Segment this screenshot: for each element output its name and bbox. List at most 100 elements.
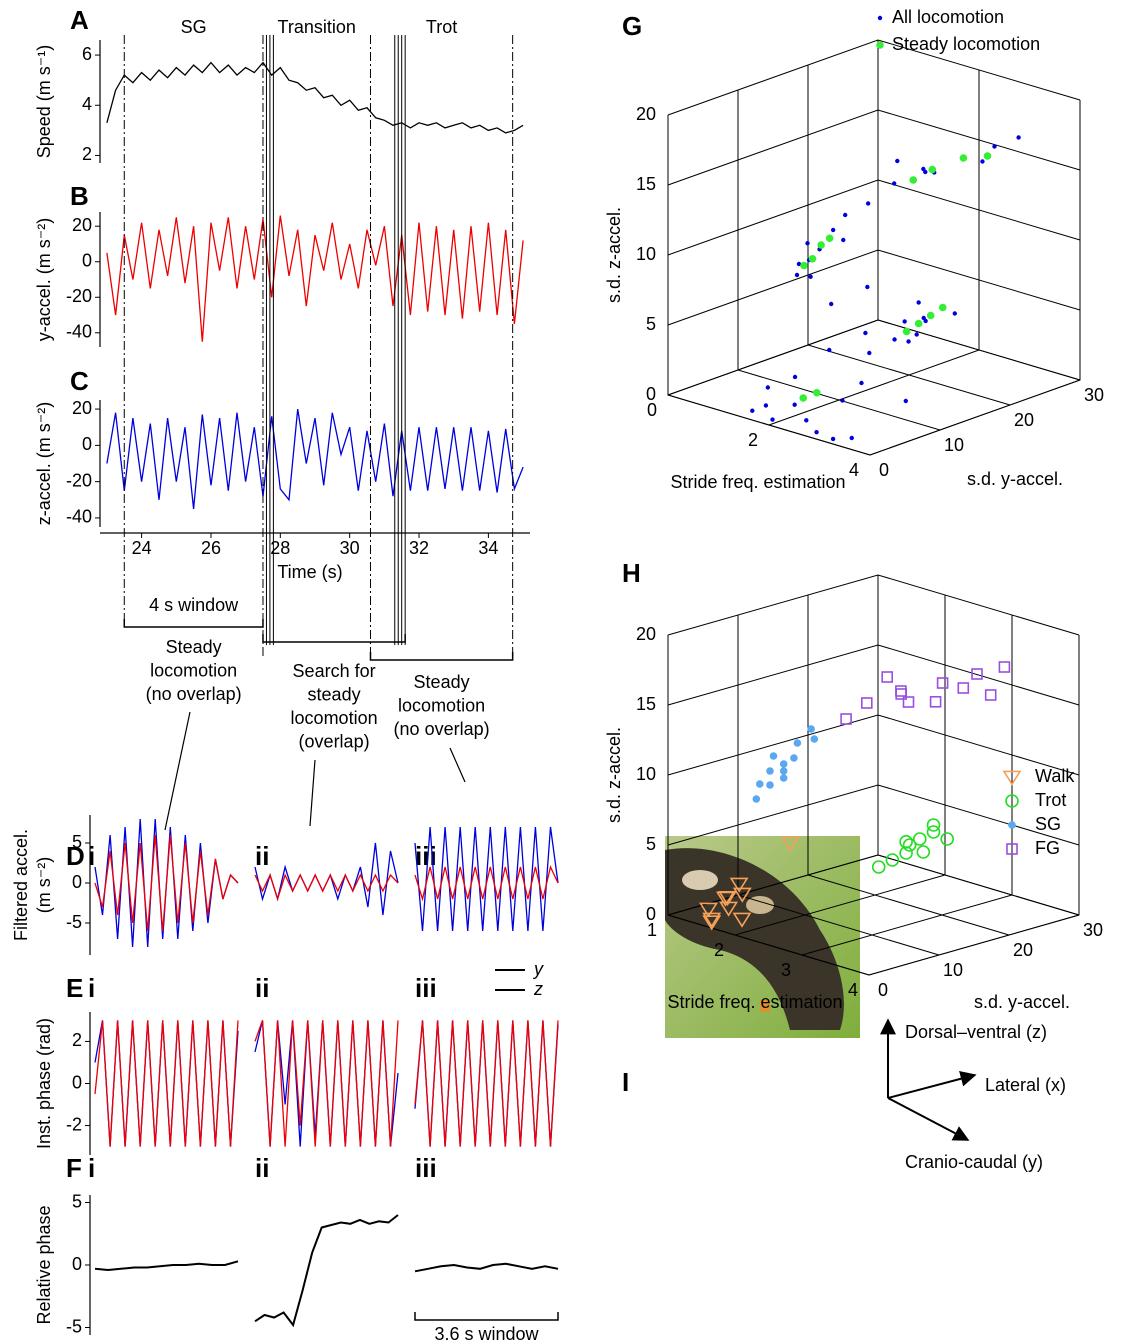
scatter-point (810, 735, 819, 743)
scatter-point (921, 166, 926, 172)
scatter-point (998, 661, 1011, 673)
scatter-point (808, 254, 817, 263)
legend-marker (876, 41, 884, 49)
scatter-point (830, 227, 836, 233)
y-tick-label: -5 (66, 912, 82, 932)
x-tick-label: 34 (478, 538, 498, 558)
scatter-point (702, 912, 722, 928)
scatter-point (903, 398, 908, 404)
x-tick-label: 1 (647, 920, 657, 940)
panel-letter: E (66, 973, 83, 1003)
scatter-point (916, 845, 931, 859)
y-tick-label: -5 (66, 1316, 82, 1336)
scatter-point (814, 429, 819, 435)
grid-line (667, 179, 1081, 256)
scatter-point (865, 284, 870, 290)
scatter-point (829, 301, 834, 307)
scatter-point (926, 311, 935, 320)
grid-line (667, 109, 1081, 186)
z-axis-label: s.d. z-accel. (604, 727, 624, 823)
x-tick-label: 4 (848, 980, 858, 1000)
annotation-text: Steady (166, 637, 222, 657)
scatter-point (765, 385, 771, 390)
scatter-point (881, 671, 894, 683)
z-tick-label: 20 (636, 104, 656, 124)
scatter-point (1016, 135, 1021, 140)
x-axis-label: Stride freq. estimation (667, 992, 842, 1012)
z-tick-label: 10 (636, 244, 656, 264)
legend-marker (1008, 821, 1016, 829)
legend-label: y (532, 959, 544, 979)
scatter-point (827, 347, 832, 353)
scatter-point (899, 834, 913, 849)
scatter-point (916, 300, 921, 305)
scatter-point (792, 374, 798, 380)
scatter-point (808, 274, 813, 279)
y-tick-label: 4 (82, 94, 92, 114)
scatter-point (895, 158, 900, 164)
line-series (254, 873, 399, 902)
y-tick-label: -40 (66, 322, 92, 342)
annotation-text: locomotion (291, 708, 378, 728)
scatter-point (909, 176, 918, 184)
y-tick-label: -2 (66, 1114, 82, 1134)
y-tick-label: 0 (72, 872, 82, 892)
annotation-text: locomotion (150, 660, 237, 680)
grid-line (807, 595, 1010, 936)
scatter-point (732, 912, 752, 928)
axis-edge (667, 635, 1080, 976)
y-tick-label: 0 (72, 1254, 82, 1274)
scatter-point (863, 330, 868, 336)
scatter-point (841, 237, 846, 243)
scatter-point (914, 332, 919, 337)
section-label: Transition (278, 17, 356, 37)
line-series (414, 1020, 559, 1147)
legend-marker (1005, 794, 1019, 808)
scatter-point (959, 154, 968, 162)
annotation-text: locomotion (398, 695, 485, 715)
scatter-point (766, 767, 774, 775)
scatter-point (804, 418, 809, 423)
scatter-point (805, 241, 810, 246)
line-series (254, 842, 399, 916)
panel-sublabel: iii (415, 1153, 437, 1183)
y-tick-label: 6 (82, 44, 92, 64)
scatter-point (780, 836, 800, 852)
scatter-point (843, 212, 848, 218)
scatter-point (825, 234, 834, 243)
axis-direction-label: Dorsal–ventral (z) (905, 1022, 1047, 1042)
y-tick-label: 30 (1084, 385, 1104, 405)
y-tick-label: -20 (66, 286, 92, 306)
x-tick-label: 24 (132, 538, 152, 558)
panel-letter: I (622, 1067, 629, 1097)
scatter-point (859, 380, 864, 386)
scatter-point (799, 394, 807, 402)
y-axis-label: s.d. y-accel. (967, 469, 1063, 489)
legend-marker (1002, 770, 1022, 786)
axis-direction-label: Lateral (x) (985, 1075, 1066, 1095)
grid-line (667, 249, 1081, 326)
grid-line (869, 100, 1081, 456)
y-axis-label: Speed (m s⁻¹) (34, 45, 54, 159)
scatter-point (906, 339, 911, 344)
panel-sublabel: i (88, 1153, 95, 1183)
scatter-point (779, 767, 788, 775)
window-bracket (123, 619, 264, 628)
dog-body (665, 848, 844, 1030)
connector (164, 711, 191, 831)
scatter-point (793, 739, 802, 747)
y-axis-label: (m s⁻²) (34, 857, 54, 913)
scatter-point (902, 696, 915, 708)
scatter-point (865, 201, 871, 206)
x-tick-label: 28 (270, 538, 290, 558)
line-series (94, 1020, 239, 1147)
scatter-point (849, 435, 854, 441)
window-label: 3.6 s window (434, 1324, 539, 1344)
line-series (414, 865, 559, 902)
scatter-point (984, 689, 997, 701)
panel-letter: B (70, 181, 89, 211)
annotation-text: (no overlap) (146, 684, 242, 704)
legend-marker (1006, 843, 1018, 855)
